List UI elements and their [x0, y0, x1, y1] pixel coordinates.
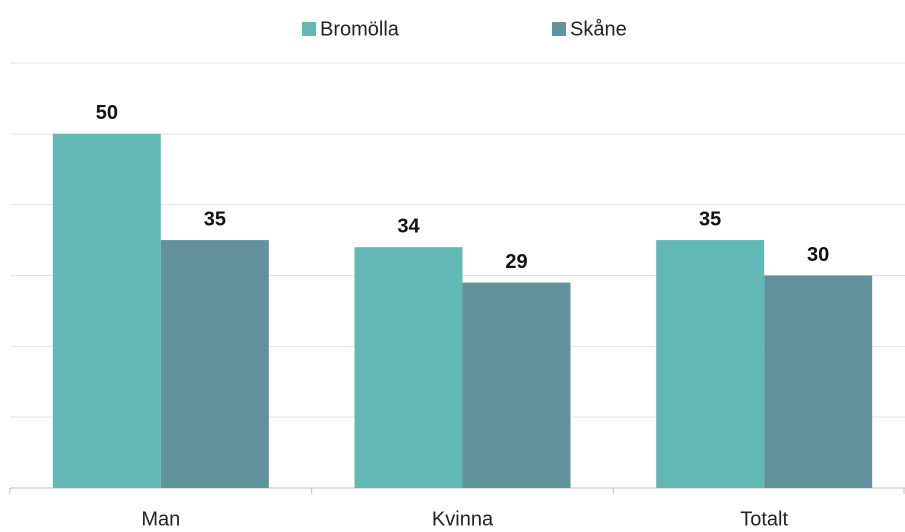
x-tick-label: Kvinna: [432, 508, 494, 530]
bar: [462, 282, 571, 488]
bar: [160, 240, 269, 488]
data-label: 35: [204, 208, 226, 230]
data-label: 50: [96, 102, 118, 124]
data-label: 30: [807, 244, 829, 266]
legend-label: Bromölla: [320, 18, 400, 40]
legend-label: Skåne: [570, 18, 627, 40]
data-label: 29: [505, 251, 527, 273]
x-tick-label: Totalt: [740, 508, 788, 530]
x-tick-label: Man: [141, 508, 180, 530]
legend-swatch: [302, 22, 316, 36]
data-label: 35: [699, 208, 721, 230]
legend-swatch: [552, 22, 566, 36]
bar: [354, 247, 463, 488]
bar: [764, 275, 873, 488]
bar: [52, 133, 161, 489]
data-label: 34: [397, 215, 420, 237]
bar: [656, 240, 765, 488]
